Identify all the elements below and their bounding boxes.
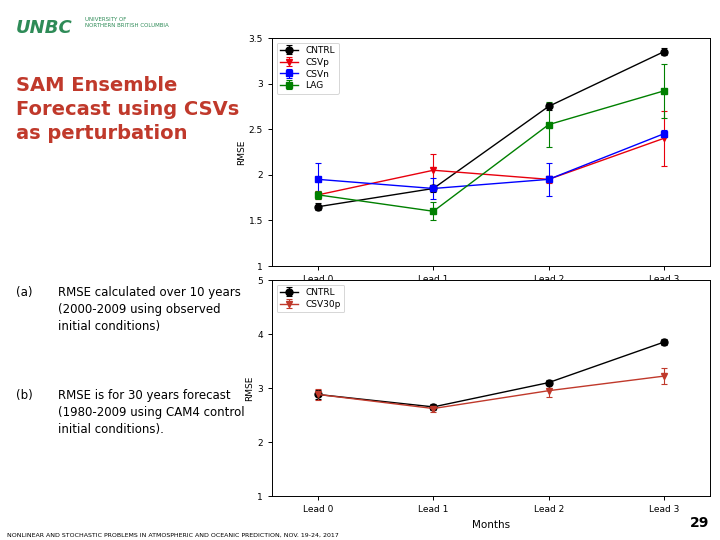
Text: 29: 29 <box>690 516 709 530</box>
Text: NONLINEAR AND STOCHASTIC PROBLEMS IN ATMOSPHERIC AND OCEANIC PREDICTION, NOV. 19: NONLINEAR AND STOCHASTIC PROBLEMS IN ATM… <box>7 532 339 537</box>
Text: RMSE calculated over 10 years
(2000-2009 using observed
initial conditions): RMSE calculated over 10 years (2000-2009… <box>58 286 241 333</box>
Y-axis label: RMSE: RMSE <box>237 139 246 165</box>
Y-axis label: RMSE: RMSE <box>246 375 254 401</box>
Text: UNIVERSITY OF
NORTHERN BRITISH COLUMBIA: UNIVERSITY OF NORTHERN BRITISH COLUMBIA <box>85 17 168 29</box>
X-axis label: Months: Months <box>472 289 510 300</box>
Text: SAM Ensemble
Forecast using CSVs
as perturbation: SAM Ensemble Forecast using CSVs as pert… <box>16 76 239 143</box>
Text: UNBC: UNBC <box>16 19 73 37</box>
Text: (a): (a) <box>16 286 32 299</box>
X-axis label: Months: Months <box>472 519 510 530</box>
Text: RMSE is for 30 years forecast
(1980-2009 using CAM4 control
initial conditions).: RMSE is for 30 years forecast (1980-2009… <box>58 389 245 436</box>
Legend: CNTRL, CSV30p: CNTRL, CSV30p <box>276 285 344 313</box>
Text: (b): (b) <box>16 389 32 402</box>
Legend: CNTRL, CSVp, CSVn, LAG: CNTRL, CSVp, CSVn, LAG <box>276 43 338 94</box>
